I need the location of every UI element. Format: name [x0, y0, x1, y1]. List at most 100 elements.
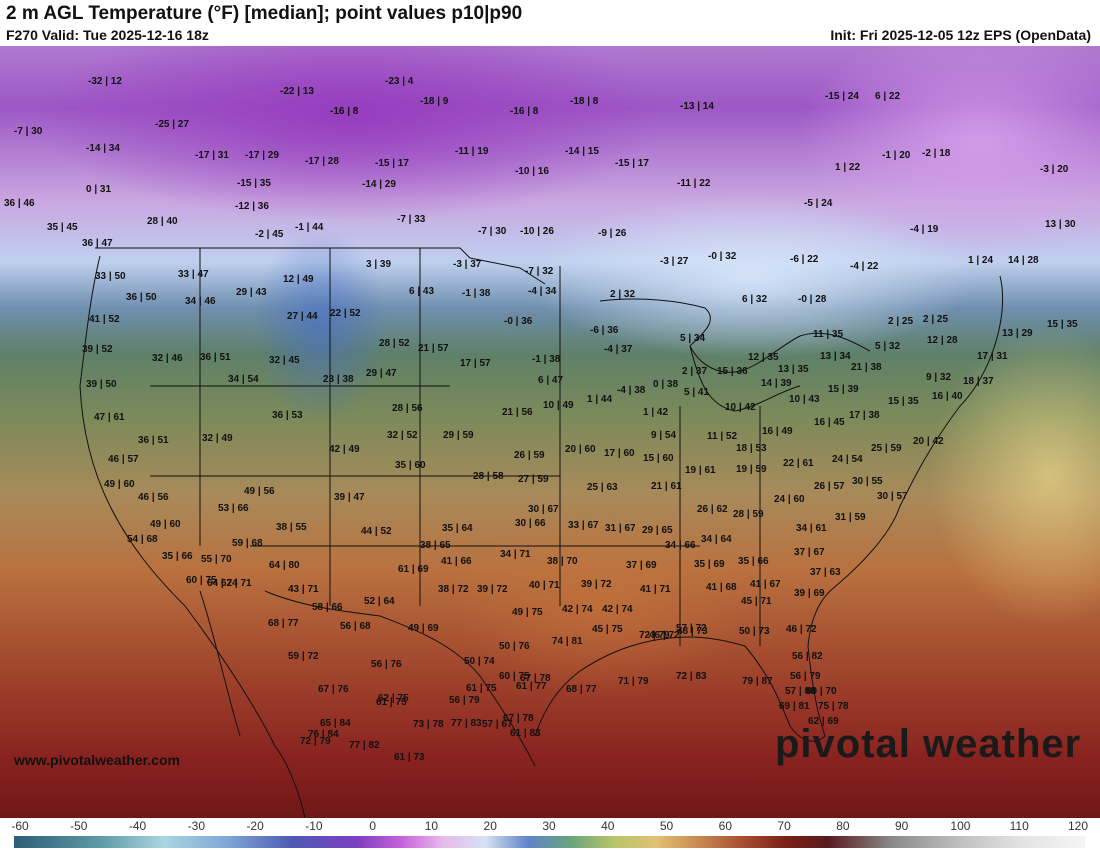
point-value: 39 | 72: [477, 584, 508, 595]
point-value: 24 | 54: [832, 454, 863, 465]
point-value: 37 | 67: [794, 547, 825, 558]
point-value: 31 | 67: [605, 523, 636, 534]
point-value: 24 | 60: [774, 494, 805, 505]
point-value: 47 | 61: [94, 412, 125, 423]
point-value: 61 | 69: [398, 564, 429, 575]
point-value: -7 | 30: [14, 126, 43, 137]
point-value: -4 | 38: [617, 385, 646, 396]
point-value: 59 | 72: [288, 651, 319, 662]
color-scale-label: -20: [246, 819, 264, 833]
point-value: 42 | 74: [562, 604, 593, 615]
point-value: 64 | 80: [269, 560, 300, 571]
point-value: 26 | 59: [514, 450, 545, 461]
point-value: 67 | 76: [318, 684, 349, 695]
init-time: Init: Fri 2025-12-05 12z EPS (OpenData): [830, 27, 1091, 43]
color-scale-label: -40: [128, 819, 147, 833]
point-value: 21 | 57: [418, 343, 449, 354]
point-value: -2 | 45: [255, 229, 284, 240]
point-value: 32 | 52: [387, 430, 418, 441]
point-value: 29 | 47: [366, 368, 397, 379]
point-value: 18 | 37: [963, 376, 994, 387]
point-value: 34 | 46: [185, 296, 216, 307]
point-value: 53 | 66: [218, 503, 249, 514]
point-value: 36 | 51: [200, 352, 231, 363]
point-value: 56 | 79: [790, 671, 821, 682]
point-value: -1 | 20: [882, 150, 911, 161]
point-value: -15 | 24: [825, 91, 859, 102]
point-value: 49 | 60: [104, 479, 135, 490]
point-value: 0 | 38: [653, 379, 679, 390]
point-value: 21 | 56: [502, 407, 533, 418]
pivotal-weather-logo: pivotal weather: [775, 722, 1082, 766]
point-value: -14 | 29: [362, 179, 396, 190]
point-value: 28 | 58: [473, 471, 504, 482]
point-value: 68 | 77: [566, 684, 597, 695]
point-value: 1 | 24: [968, 255, 994, 266]
point-value: 31 | 59: [835, 512, 866, 523]
point-value: 56 | 82: [792, 651, 823, 662]
point-value: 10 | 42: [725, 402, 756, 413]
point-value: 17 | 38: [849, 410, 880, 421]
point-value: 57 | 72: [676, 623, 707, 634]
point-value: 9 | 54: [651, 430, 677, 441]
point-value: 30 | 66: [515, 518, 546, 529]
point-value: 20 | 60: [565, 444, 596, 455]
point-value: 79 | 87: [742, 676, 773, 687]
valid-time: F270 Valid: Tue 2025-12-16 18z: [6, 27, 209, 43]
point-value: 61 | 73: [394, 752, 425, 763]
point-value: 55 | 70: [201, 554, 232, 565]
point-value: 38 | 55: [276, 522, 307, 533]
point-value: -7 | 33: [397, 214, 426, 225]
point-value: 39 | 69: [794, 588, 825, 599]
color-scale-labels: -60 -50 -40 -30 -20 -10 0 10 20 30 40 50 60 70 80 90 100…: [0, 818, 1100, 834]
color-scale-label: 120: [1067, 819, 1089, 833]
point-value: 32 | 49: [202, 433, 233, 444]
point-value: 64 | 74: [207, 578, 238, 589]
point-value: 1 | 44: [587, 394, 613, 405]
point-value: 2 | 25: [923, 314, 949, 325]
point-value: 5 | 34: [680, 333, 706, 344]
point-value: 75 | 78: [818, 701, 849, 712]
point-value: 37 | 69: [626, 560, 657, 571]
point-value: 15 | 35: [888, 396, 919, 407]
point-value: 36 | 53: [272, 410, 303, 421]
point-value: 35 | 66: [738, 556, 769, 567]
point-value: 33 | 67: [568, 520, 599, 531]
point-value: 73 | 78: [413, 719, 444, 730]
color-scale: -60 -50 -40 -30 -20 -10 0 10 20 30 40 50 60 70 80 90 100…: [0, 818, 1100, 850]
site-url: www.pivotalweather.com: [14, 752, 180, 768]
point-value: -11 | 22: [677, 178, 711, 189]
point-value: 49 | 69: [408, 623, 439, 634]
point-value: -15 | 17: [615, 158, 649, 169]
color-scale-label: 80: [836, 819, 850, 833]
temperature-map[interactable]: -32 | 12 -23 | 4 -22 | 13 -18 | 9 -18 | 8 -16…: [0, 46, 1100, 818]
point-value: 67 | 78: [520, 673, 551, 684]
point-value: 36 | 46: [4, 198, 35, 209]
point-value: 22 | 52: [330, 308, 361, 319]
point-value: 28 | 59: [733, 509, 764, 520]
color-scale-label: 100: [950, 819, 971, 833]
point-value: 33 | 50: [95, 271, 126, 282]
point-value: 38 | 65: [420, 540, 451, 551]
point-value: -17 | 29: [245, 150, 279, 161]
point-value: 33 | 47: [178, 269, 209, 280]
point-value: 77 | 82: [349, 740, 380, 751]
color-scale-bar: [14, 836, 1085, 848]
point-value: -3 | 37: [453, 259, 482, 270]
point-value: 17 | 57: [460, 358, 491, 369]
point-value: 36 | 51: [138, 435, 169, 446]
point-value: 62 | 69: [808, 716, 839, 727]
color-scale-label: -30: [187, 819, 205, 833]
point-value: 13 | 30: [1045, 219, 1076, 230]
point-value: -16 | 8: [510, 106, 539, 117]
point-value: 60 | 75: [186, 575, 217, 586]
point-value: 38 | 72: [438, 584, 469, 595]
color-scale-label: 20: [483, 819, 497, 833]
point-value: 61 | 77: [516, 681, 547, 692]
boundary-lines: [79, 247, 1004, 818]
point-value: 39 | 52: [82, 344, 113, 355]
point-value: 43 | 71: [288, 584, 319, 595]
point-value: 2 | 32: [610, 289, 636, 300]
point-value: -1 | 38: [532, 354, 561, 365]
point-value: 13 | 34: [820, 351, 851, 362]
